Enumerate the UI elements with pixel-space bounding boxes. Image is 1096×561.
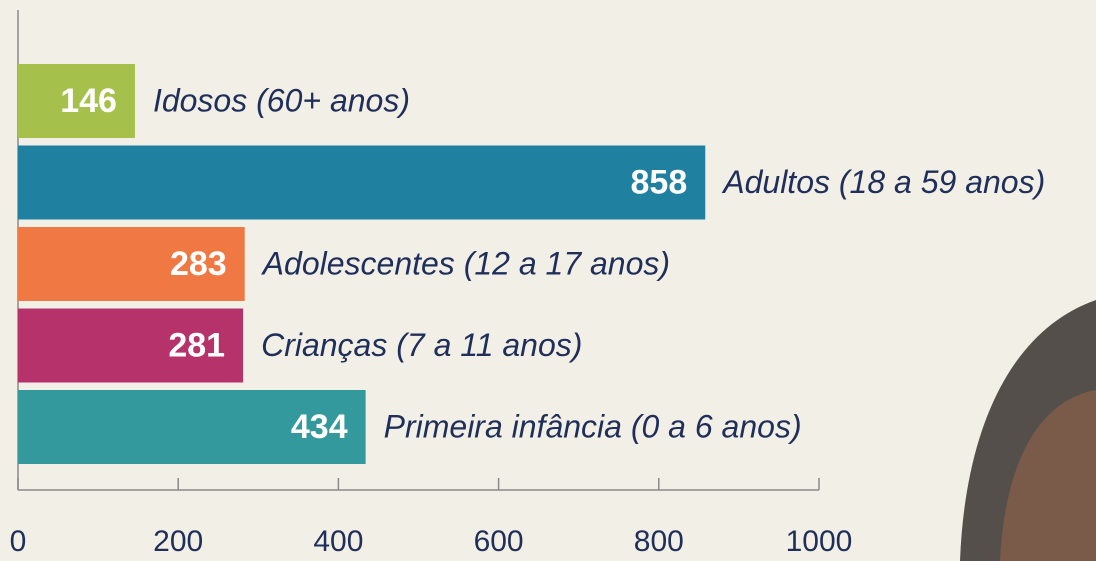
- category-label: Crianças (7 a 11 anos): [261, 327, 582, 363]
- chart: 0 200 400 600 800 1000 146 Idosos (60+ anos) 858…: [0, 0, 1096, 561]
- value-label: 434: [291, 408, 348, 446]
- x-tick-label: 1000: [786, 525, 853, 558]
- value-label: 281: [168, 326, 225, 364]
- category-label: Adolescentes (12 a 17 anos): [261, 245, 670, 281]
- x-tick-label: 200: [153, 525, 203, 558]
- value-label: 146: [60, 82, 117, 120]
- x-tick-label: 400: [313, 525, 363, 558]
- value-label: 283: [170, 245, 227, 283]
- x-tick-label: 800: [634, 525, 684, 558]
- x-tick-label: 0: [10, 525, 27, 558]
- category-label: Primeira infância (0 a 6 anos): [384, 408, 802, 444]
- x-tick-label: 600: [474, 525, 524, 558]
- category-label: Idosos (60+ anos): [153, 82, 410, 118]
- category-label: Adultos (18 a 59 anos): [721, 164, 1045, 200]
- bar: [18, 146, 705, 220]
- value-label: 858: [631, 163, 688, 201]
